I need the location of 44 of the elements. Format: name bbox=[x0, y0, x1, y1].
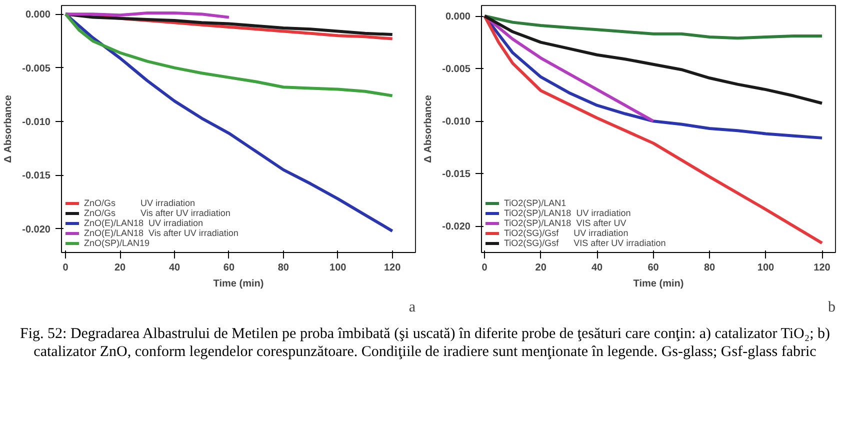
legend-label: TiO2(SP)/LAN1 bbox=[504, 198, 566, 208]
y-tick-label: -0.020 bbox=[22, 224, 51, 236]
x-tick-label: 120 bbox=[814, 262, 831, 274]
legend-label: TiO2(SG)/Gsf UV irradiation bbox=[504, 228, 628, 238]
line-series bbox=[483, 14, 824, 105]
x-tick-label: 0 bbox=[482, 262, 488, 274]
text: b bbox=[828, 300, 836, 316]
x-tick-label: 120 bbox=[384, 262, 402, 274]
x-tick-label: 20 bbox=[535, 262, 547, 274]
x-tick-label: 60 bbox=[223, 262, 235, 274]
x-tick-label: 80 bbox=[278, 262, 290, 274]
y-tick-label: -0.005 bbox=[22, 63, 51, 74]
legend-label: TiO2(SP)/LAN18 VIS after UV bbox=[504, 218, 626, 228]
legend-label: ZnO/Gs Vis after UV irradiation bbox=[84, 208, 230, 218]
y-tick-label: 0.000 bbox=[25, 10, 51, 21]
legend-label: ZnO(E)/LAN18 Vis after UV irradiation bbox=[84, 228, 238, 238]
y-tick-label: -0.010 bbox=[22, 116, 51, 128]
x-tick-label: 40 bbox=[168, 262, 181, 274]
x-tick-label: 20 bbox=[114, 262, 126, 274]
legend-label: ZnO/Gs UV irradiation bbox=[84, 198, 196, 208]
x-axis-title: Time (min) bbox=[633, 278, 684, 290]
x-tick-label: 100 bbox=[330, 262, 347, 274]
legend-label: TiO2(SP)/LAN18 UV irradiation bbox=[504, 208, 631, 218]
y-tick-label: 0.000 bbox=[445, 12, 471, 23]
x-axis-title: Time (min) bbox=[213, 278, 264, 290]
text: a bbox=[408, 300, 416, 316]
legend-label: ZnO(SP)/LAN19 bbox=[84, 238, 150, 248]
y-tick-label: -0.015 bbox=[22, 170, 51, 182]
legend-label: TiO2(SG)/Gsf VIS after UV irradiation bbox=[504, 238, 666, 248]
y-tick-label: -0.020 bbox=[442, 222, 471, 233]
legend-label: ZnO(E)/LAN18 UV irradiation bbox=[84, 218, 204, 228]
y-tick-label: -0.015 bbox=[442, 169, 471, 180]
line-series bbox=[64, 12, 394, 98]
line-series bbox=[483, 14, 824, 40]
y-axis-title: Δ Absorbance bbox=[3, 94, 14, 163]
y-tick-label: -0.010 bbox=[442, 116, 471, 128]
x-tick-label: 0 bbox=[62, 262, 69, 274]
y-axis-title: Δ Absorbance bbox=[423, 94, 434, 163]
x-tick-label: 100 bbox=[757, 262, 775, 274]
x-tick-label: 40 bbox=[592, 262, 604, 274]
caption: Fig. 52: Degradarea Albastrului de Metilen pe proba îmbibată (şi uscată) în diferite probe de ţesături care conţin: a) catalizator TiO₂; b) catalizator ZnO, conform legendelor corespunzătoare. Condiţiile de iradiere sunt menţionate în legende. Gs-glass; Gsf-glass fabric bbox=[19, 325, 831, 361]
x-tick-label: 60 bbox=[648, 262, 660, 274]
y-tick-label: -0.005 bbox=[442, 64, 471, 76]
x-tick-label: 80 bbox=[704, 262, 716, 274]
